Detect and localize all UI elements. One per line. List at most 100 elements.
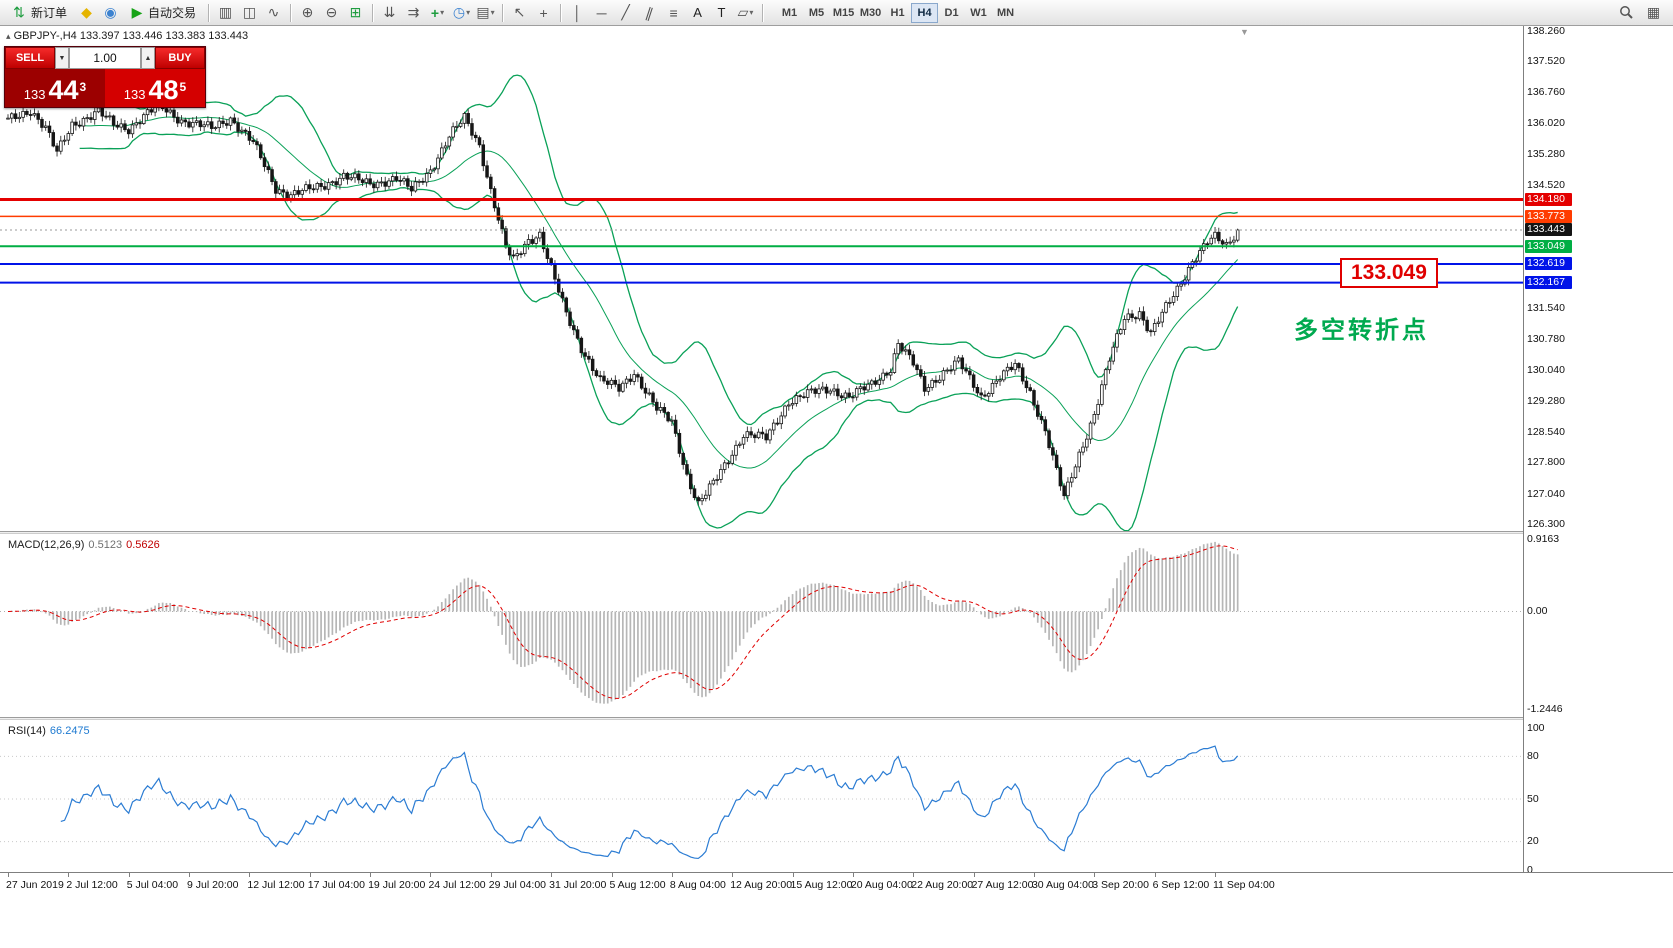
sell-price-pips: 44 (48, 75, 79, 106)
time-axis-label: 31 Jul 20:00 (549, 879, 607, 891)
auto-scroll-icon[interactable]: ⇊ (383, 4, 396, 20)
chart-shift-icon[interactable]: ⇉ (407, 4, 420, 20)
periods-icon[interactable]: ◷ ▾ (452, 4, 471, 20)
price-axis-label: 135.280 (1527, 147, 1565, 160)
toolbar-separator (208, 3, 210, 22)
price-axis-label: 127.040 (1527, 487, 1565, 500)
toolbar-separator (560, 3, 562, 22)
turning-point-annotation[interactable]: 多空转折点 (1294, 317, 1429, 344)
tf-button-d1[interactable]: D1 (938, 3, 965, 23)
metaeditor-icon[interactable]: ◆ (81, 4, 92, 20)
macd-main-value: 0.5123 (88, 539, 123, 551)
main-chart-pane[interactable]: ▴ GBPJPY-,H4 133.397 133.446 133.383 133… (0, 26, 1523, 531)
price-axis-label: 20 (1527, 835, 1539, 848)
line-chart-icon[interactable]: ∿ (267, 4, 280, 20)
price-axis-highlight: 132.167 (1525, 276, 1572, 290)
chart-shift-marker: ▼ (1240, 27, 1249, 37)
rsi-pane[interactable]: RSI(14) 66.2475 (0, 721, 1523, 872)
crosshair-icon[interactable]: + (539, 4, 548, 21)
volume-down-button[interactable]: ▼ (55, 47, 69, 69)
time-axis[interactable]: 27 Jun 2019 2 Jul 12:00 5 Jul 04:00 9 Jul 2… (0, 872, 1673, 948)
price-annotation-box[interactable]: 133.049 (1340, 258, 1438, 288)
macd-chart[interactable] (0, 535, 1523, 718)
tf-button-h1[interactable]: H1 (884, 3, 911, 23)
time-tick (1154, 873, 1156, 877)
time-tick (732, 873, 734, 877)
symbol-ohlc: 133.397 133.446 133.383 133.443 (79, 30, 249, 42)
price-axis-label: 136.020 (1527, 117, 1565, 129)
price-axis-label: 130.780 (1527, 333, 1565, 346)
price-axis-label: 0.9163 (1527, 532, 1560, 545)
time-tick (611, 873, 613, 877)
price-axis[interactable]: 138.260 137.520 136.760 136.020 135.280 134.5… (1523, 25, 1673, 876)
new-order-label: 新订单 (31, 6, 68, 20)
pane-separator[interactable] (0, 717, 1673, 720)
text-icon[interactable]: A (693, 5, 702, 20)
search-icon[interactable] (1615, 2, 1638, 24)
macd-pane[interactable]: MACD(12,26,9) 0.5123 0.5626 (0, 535, 1523, 718)
tf-button-mn[interactable]: MN (992, 3, 1019, 23)
time-axis-label: 27 Aug 12:00 (971, 879, 1034, 891)
price-axis-label: 80 (1527, 749, 1539, 762)
tf-button-m30[interactable]: M30 (857, 3, 884, 23)
auto-trading-button[interactable]: ▶ 自动交易 (123, 2, 203, 24)
channel-icon[interactable]: ∥ (643, 3, 656, 21)
price-axis-label: 50 (1527, 792, 1539, 805)
price-axis-label: 0 (1527, 863, 1533, 876)
shapes-icon[interactable]: ▱ ▾ (737, 4, 754, 20)
pane-separator[interactable] (0, 531, 1673, 534)
fibonacci-icon[interactable]: ≡ (669, 4, 678, 21)
sell-price-base: 133 (23, 86, 46, 102)
community-icon[interactable]: ◉ (104, 4, 117, 20)
sell-button[interactable]: SELL (5, 47, 55, 69)
tf-button-m5[interactable]: M5 (803, 3, 830, 23)
tf-button-w1[interactable]: W1 (965, 3, 992, 23)
candlestick-chart[interactable] (0, 26, 1523, 531)
horizontal-line-icon[interactable]: ─ (596, 4, 607, 21)
time-axis-label: 12 Aug 20:00 (730, 879, 793, 891)
cursor-icon[interactable]: ↖ (513, 4, 526, 20)
buy-price-pips: 48 (148, 75, 179, 106)
trendline-icon[interactable]: ╱ (621, 4, 630, 20)
play-icon: ▶ (131, 4, 143, 20)
volume-up-button[interactable]: ▲ (141, 47, 155, 69)
tile-windows-icon[interactable]: ⊞ (349, 4, 362, 20)
price-axis-highlight: 133.049 (1525, 239, 1572, 253)
tf-button-m1[interactable]: M1 (776, 3, 803, 23)
price-axis-label: 128.540 (1527, 425, 1565, 438)
price-axis-label: 134.520 (1527, 178, 1565, 191)
tf-button-h4[interactable]: H4 (911, 2, 939, 23)
time-axis-label: 9 Jul 20:00 (187, 879, 239, 891)
zoom-in-icon[interactable]: ⊕ (301, 4, 314, 20)
time-axis-label: 5 Aug 12:00 (609, 879, 666, 891)
zoom-out-icon[interactable]: ⊖ (325, 4, 338, 20)
price-axis-label: -1.2446 (1527, 703, 1563, 716)
sell-price[interactable]: 133 44 3 (5, 69, 105, 107)
bars-chart-icon[interactable]: ▥ (218, 4, 233, 20)
buy-price-point: 5 (179, 80, 187, 94)
one-click-trade-panel: SELL ▼ ▲ BUY 133 44 3 133 48 5 (4, 46, 206, 108)
price-axis-label: 136.760 (1527, 86, 1565, 99)
window-layout-icon[interactable]: ▦ (1646, 4, 1661, 20)
symbol-icon: ▴ (6, 31, 11, 41)
candles-chart-icon[interactable]: ◫ (242, 4, 257, 20)
tf-button-m15[interactable]: M15 (830, 3, 857, 23)
trade-panel-header: SELL ▼ ▲ BUY (5, 47, 205, 69)
new-order-button[interactable]: ⇅ 新订单 (4, 2, 74, 24)
time-tick (792, 873, 794, 877)
buy-button[interactable]: BUY (155, 47, 205, 69)
time-tick (370, 873, 372, 877)
volume-input[interactable] (69, 47, 141, 69)
new-chart-icon[interactable]: + ▾ (430, 4, 445, 21)
rsi-chart[interactable] (0, 721, 1523, 872)
buy-price[interactable]: 133 48 5 (105, 69, 205, 107)
time-tick (249, 873, 251, 877)
vertical-line-icon[interactable]: │ (573, 4, 582, 21)
price-axis-highlight: 133.443 (1525, 223, 1572, 237)
symbol-ohlc-line: ▴ GBPJPY-,H4 133.397 133.446 133.383 133… (6, 30, 248, 42)
time-axis-label: 24 Jul 12:00 (428, 879, 486, 891)
label-icon[interactable]: T (717, 5, 726, 20)
templates-icon[interactable]: ▤ ▾ (476, 4, 495, 20)
time-tick (128, 873, 130, 877)
